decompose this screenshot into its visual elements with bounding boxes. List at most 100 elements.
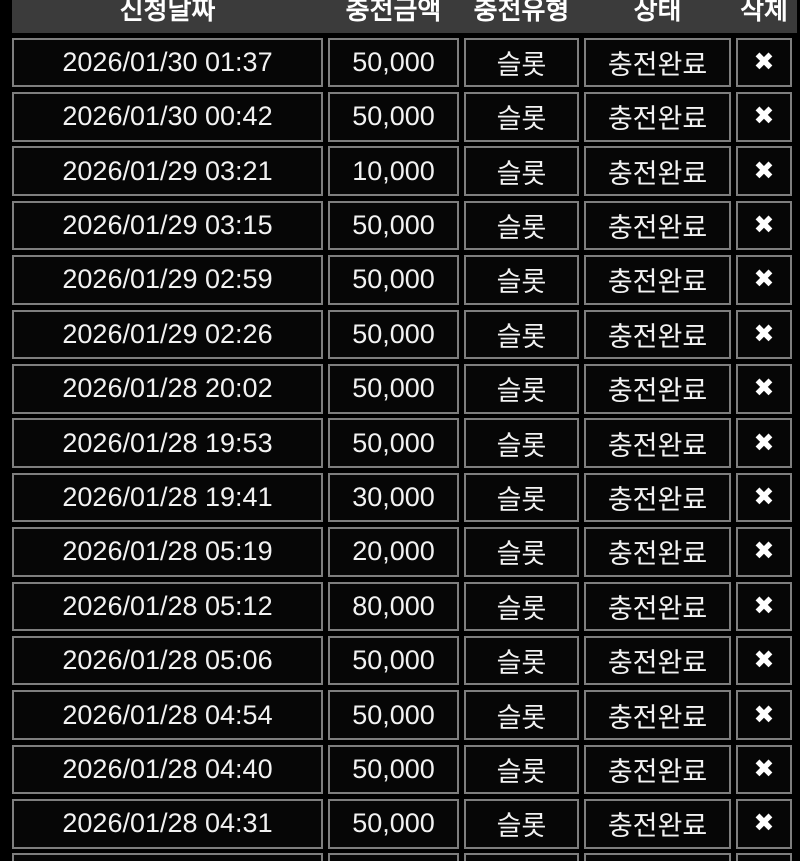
delete-button[interactable]: ✖ [736, 200, 792, 251]
cell-charge-amount: 50,000 [328, 309, 459, 360]
table-row-partial [12, 853, 792, 861]
cell-charge-amount: 50,000 [328, 255, 459, 305]
cell-charge-amount: 50,000 [328, 799, 459, 849]
delete-x-icon: ✖ [753, 211, 775, 240]
cell-charge-type: 슬롯 [464, 37, 579, 88]
cell-status [584, 853, 731, 861]
delete-button[interactable]: ✖ [736, 309, 792, 360]
delete-x-icon: ✖ [753, 591, 775, 620]
delete-x-icon: ✖ [753, 102, 775, 131]
table-row: 2026/01/28 04:31 50,000 슬롯 충전완료 ✖ [12, 799, 792, 849]
cell-charge-amount [328, 853, 459, 861]
delete-button[interactable]: ✖ [736, 472, 792, 523]
cell-request-date: 2026/01/28 19:41 [12, 472, 323, 523]
cell-status: 충전완료 [584, 418, 731, 468]
cell-charge-type: 슬롯 [464, 744, 579, 795]
cell-status: 충전완료 [584, 146, 731, 196]
delete-button[interactable]: ✖ [736, 799, 792, 849]
table-row: 2026/01/28 05:19 20,000 슬롯 충전완료 ✖ [12, 527, 792, 577]
cell-status: 충전완료 [584, 472, 731, 523]
cell-charge-type [464, 853, 579, 861]
table-row: 2026/01/28 04:54 50,000 슬롯 충전완료 ✖ [12, 690, 792, 740]
table-row: 2026/01/30 01:37 50,000 슬롯 충전완료 ✖ [12, 37, 792, 88]
delete-button[interactable]: ✖ [736, 37, 792, 88]
table-row: 2026/01/28 05:12 80,000 슬롯 충전완료 ✖ [12, 581, 792, 632]
cell-request-date: 2026/01/30 00:42 [12, 91, 323, 142]
cell-charge-amount: 50,000 [328, 363, 459, 414]
column-header-status: 상태 [633, 0, 682, 25]
delete-button[interactable]: ✖ [736, 635, 792, 686]
delete-x-icon: ✖ [753, 156, 775, 185]
table-row: 2026/01/29 03:21 10,000 슬롯 충전완료 ✖ [12, 146, 792, 196]
cell-request-date: 2026/01/29 03:21 [12, 146, 323, 196]
cell-charge-amount: 50,000 [328, 744, 459, 795]
cell-charge-type: 슬롯 [464, 309, 579, 360]
cell-charge-type: 슬롯 [464, 363, 579, 414]
column-header-request-date: 신청날짜 [119, 0, 216, 25]
delete-button[interactable]: ✖ [736, 744, 792, 795]
cell-status: 충전완료 [584, 635, 731, 686]
delete-x-icon: ✖ [753, 428, 775, 457]
table-row: 2026/01/29 03:15 50,000 슬롯 충전완료 ✖ [12, 200, 792, 251]
cell-charge-type: 슬롯 [464, 146, 579, 196]
cell-charge-type: 슬롯 [464, 581, 579, 632]
table-row: 2026/01/28 04:40 50,000 슬롯 충전완료 ✖ [12, 744, 792, 795]
table-row: 2026/01/30 00:42 50,000 슬롯 충전완료 ✖ [12, 91, 792, 142]
delete-button[interactable]: ✖ [736, 146, 792, 196]
cell-charge-type: 슬롯 [464, 799, 579, 849]
delete-x-icon: ✖ [753, 646, 775, 675]
cell-charge-amount: 50,000 [328, 418, 459, 468]
cell-request-date: 2026/01/29 03:15 [12, 200, 323, 251]
cell-request-date: 2026/01/30 01:37 [12, 37, 323, 88]
cell-charge-amount: 50,000 [328, 635, 459, 686]
delete-button[interactable] [736, 853, 792, 861]
cell-charge-amount: 10,000 [328, 146, 459, 196]
cell-charge-amount: 20,000 [328, 527, 459, 577]
cell-status: 충전완료 [584, 309, 731, 360]
cell-request-date: 2026/01/28 04:54 [12, 690, 323, 740]
cell-charge-type: 슬롯 [464, 91, 579, 142]
cell-charge-type: 슬롯 [464, 200, 579, 251]
table-header: 신청날짜 충전금액 충전유형 상태 삭제 [12, 0, 797, 33]
cell-status: 충전완료 [584, 37, 731, 88]
column-header-delete: 삭제 [740, 0, 788, 25]
cell-status: 충전완료 [584, 690, 731, 740]
cell-status: 충전완료 [584, 200, 731, 251]
table-row: 2026/01/29 02:26 50,000 슬롯 충전완료 ✖ [12, 309, 792, 360]
cell-charge-type: 슬롯 [464, 527, 579, 577]
table-row: 2026/01/28 19:53 50,000 슬롯 충전완료 ✖ [12, 418, 792, 468]
cell-request-date: 2026/01/28 04:40 [12, 744, 323, 795]
cell-request-date: 2026/01/28 20:02 [12, 363, 323, 414]
delete-button[interactable]: ✖ [736, 363, 792, 414]
delete-button[interactable]: ✖ [736, 255, 792, 305]
delete-x-icon: ✖ [753, 483, 775, 512]
cell-status: 충전완료 [584, 255, 731, 305]
cell-request-date: 2026/01/29 02:26 [12, 309, 323, 360]
delete-x-icon: ✖ [753, 700, 775, 729]
column-header-charge-amount: 충전금액 [345, 0, 442, 25]
delete-button[interactable]: ✖ [736, 91, 792, 142]
delete-x-icon: ✖ [753, 754, 775, 783]
cell-status: 충전완료 [584, 581, 731, 632]
cell-status: 충전완료 [584, 91, 731, 142]
cell-charge-amount: 30,000 [328, 472, 459, 523]
cell-request-date: 2026/01/28 05:12 [12, 581, 323, 632]
cell-charge-type: 슬롯 [464, 255, 579, 305]
delete-button[interactable]: ✖ [736, 581, 792, 632]
cell-request-date: 2026/01/28 05:06 [12, 635, 323, 686]
delete-x-icon: ✖ [753, 265, 775, 294]
column-header-charge-type: 충전유형 [473, 0, 570, 25]
delete-button[interactable]: ✖ [736, 690, 792, 740]
cell-request-date: 2026/01/29 02:59 [12, 255, 323, 305]
cell-charge-type: 슬롯 [464, 472, 579, 523]
delete-button[interactable]: ✖ [736, 527, 792, 577]
table-row: 2026/01/28 19:41 30,000 슬롯 충전완료 ✖ [12, 472, 792, 523]
delete-x-icon: ✖ [753, 374, 775, 403]
cell-status: 충전완료 [584, 527, 731, 577]
delete-x-icon: ✖ [753, 809, 775, 838]
cell-request-date [12, 853, 323, 861]
table-row: 2026/01/29 02:59 50,000 슬롯 충전완료 ✖ [12, 255, 792, 305]
table-row: 2026/01/28 05:06 50,000 슬롯 충전완료 ✖ [12, 635, 792, 686]
delete-button[interactable]: ✖ [736, 418, 792, 468]
cell-request-date: 2026/01/28 19:53 [12, 418, 323, 468]
